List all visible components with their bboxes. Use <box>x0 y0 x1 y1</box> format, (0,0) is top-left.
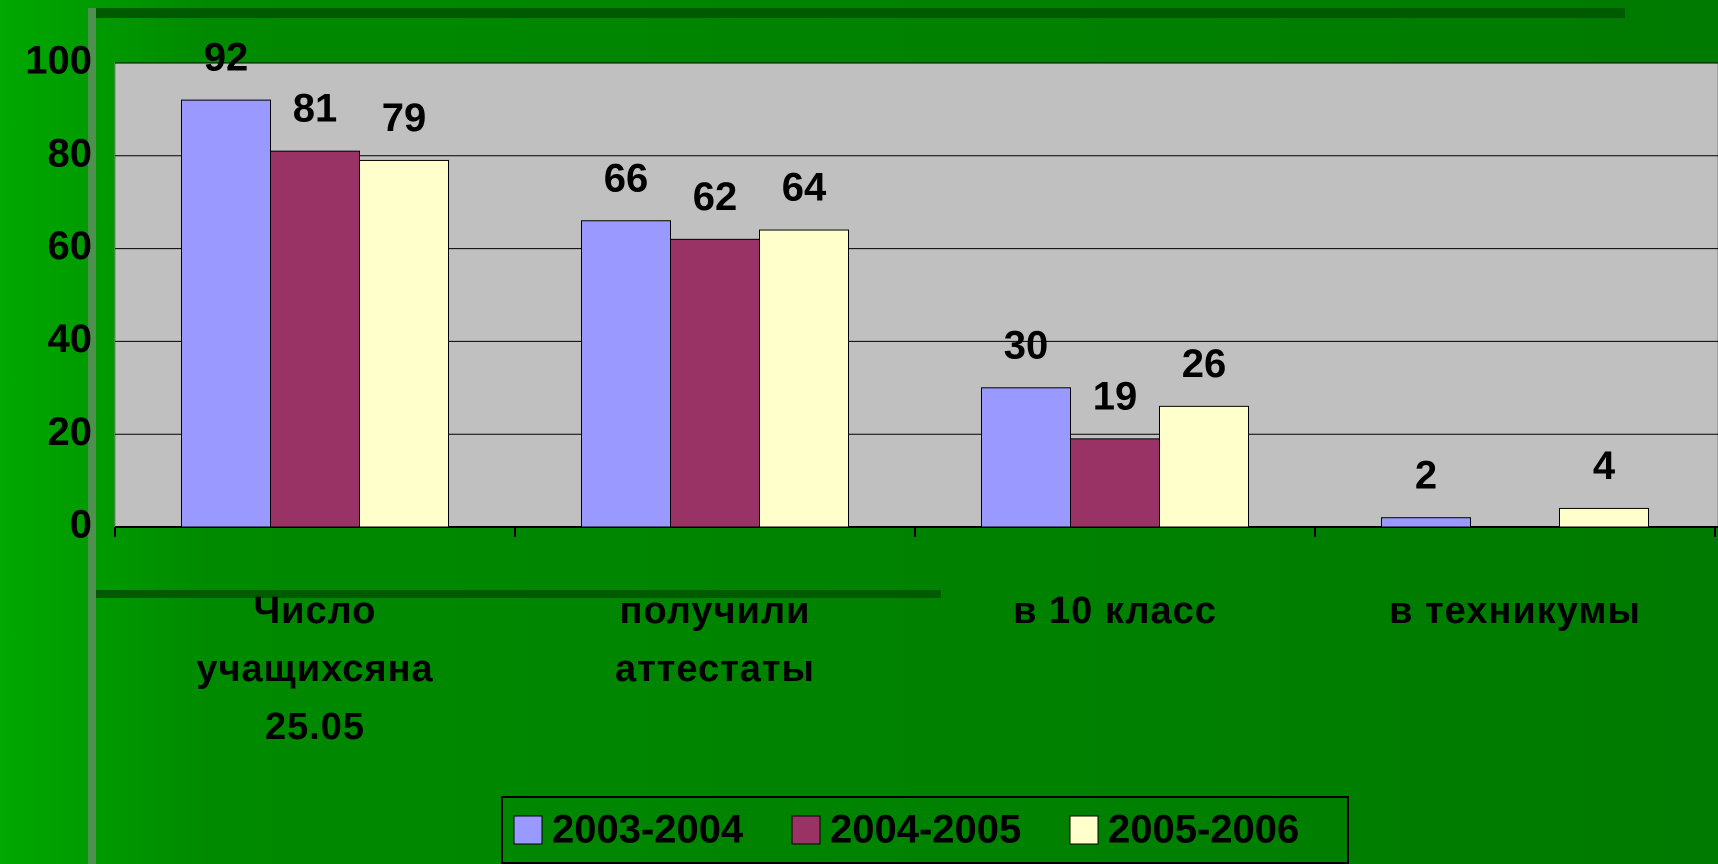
y-tick-label: 80 <box>48 131 93 175</box>
data-label: 26 <box>1182 342 1227 386</box>
bar <box>759 229 849 528</box>
bar <box>1381 517 1471 528</box>
data-label: 79 <box>382 96 427 140</box>
data-label: 62 <box>693 175 738 219</box>
x-tick-label: Число учащихсяна 25.05 <box>196 590 434 748</box>
data-label: 81 <box>293 87 338 131</box>
x-tick-label: в техникумы <box>1389 590 1641 632</box>
y-tick-label: 0 <box>70 503 92 547</box>
legend-swatch <box>1069 815 1099 845</box>
x-tick-label: получили аттестаты <box>615 590 815 690</box>
bar <box>270 150 360 528</box>
bar <box>581 220 671 528</box>
legend-label: 2004-2005 <box>830 808 1021 852</box>
y-tick-label: 60 <box>48 224 93 268</box>
bar <box>1070 438 1160 528</box>
legend-swatch <box>513 815 543 845</box>
decor-bar <box>90 8 1625 18</box>
legend-box <box>501 796 1349 864</box>
data-label: 66 <box>604 156 649 200</box>
bar <box>1559 507 1649 528</box>
data-label: 2 <box>1415 453 1437 497</box>
y-tick-label: 100 <box>25 39 92 83</box>
x-tick-label: в 10 класс <box>1013 590 1217 632</box>
bar <box>359 159 449 528</box>
legend-swatch <box>791 815 821 845</box>
y-tick-label: 40 <box>48 317 93 361</box>
legend-label: 2005-2006 <box>1108 808 1299 852</box>
decor-bar <box>96 590 941 598</box>
data-label: 19 <box>1093 374 1138 418</box>
bar <box>670 238 760 528</box>
data-label: 30 <box>1004 323 1049 367</box>
data-label: 64 <box>782 166 827 210</box>
decor-line <box>88 8 96 864</box>
data-label: 92 <box>204 36 249 80</box>
bar <box>181 99 271 528</box>
y-tick-label: 20 <box>48 410 93 454</box>
bar <box>1159 405 1249 528</box>
bar <box>981 387 1071 528</box>
legend-label: 2003-2004 <box>552 808 744 852</box>
data-label: 4 <box>1593 444 1616 488</box>
